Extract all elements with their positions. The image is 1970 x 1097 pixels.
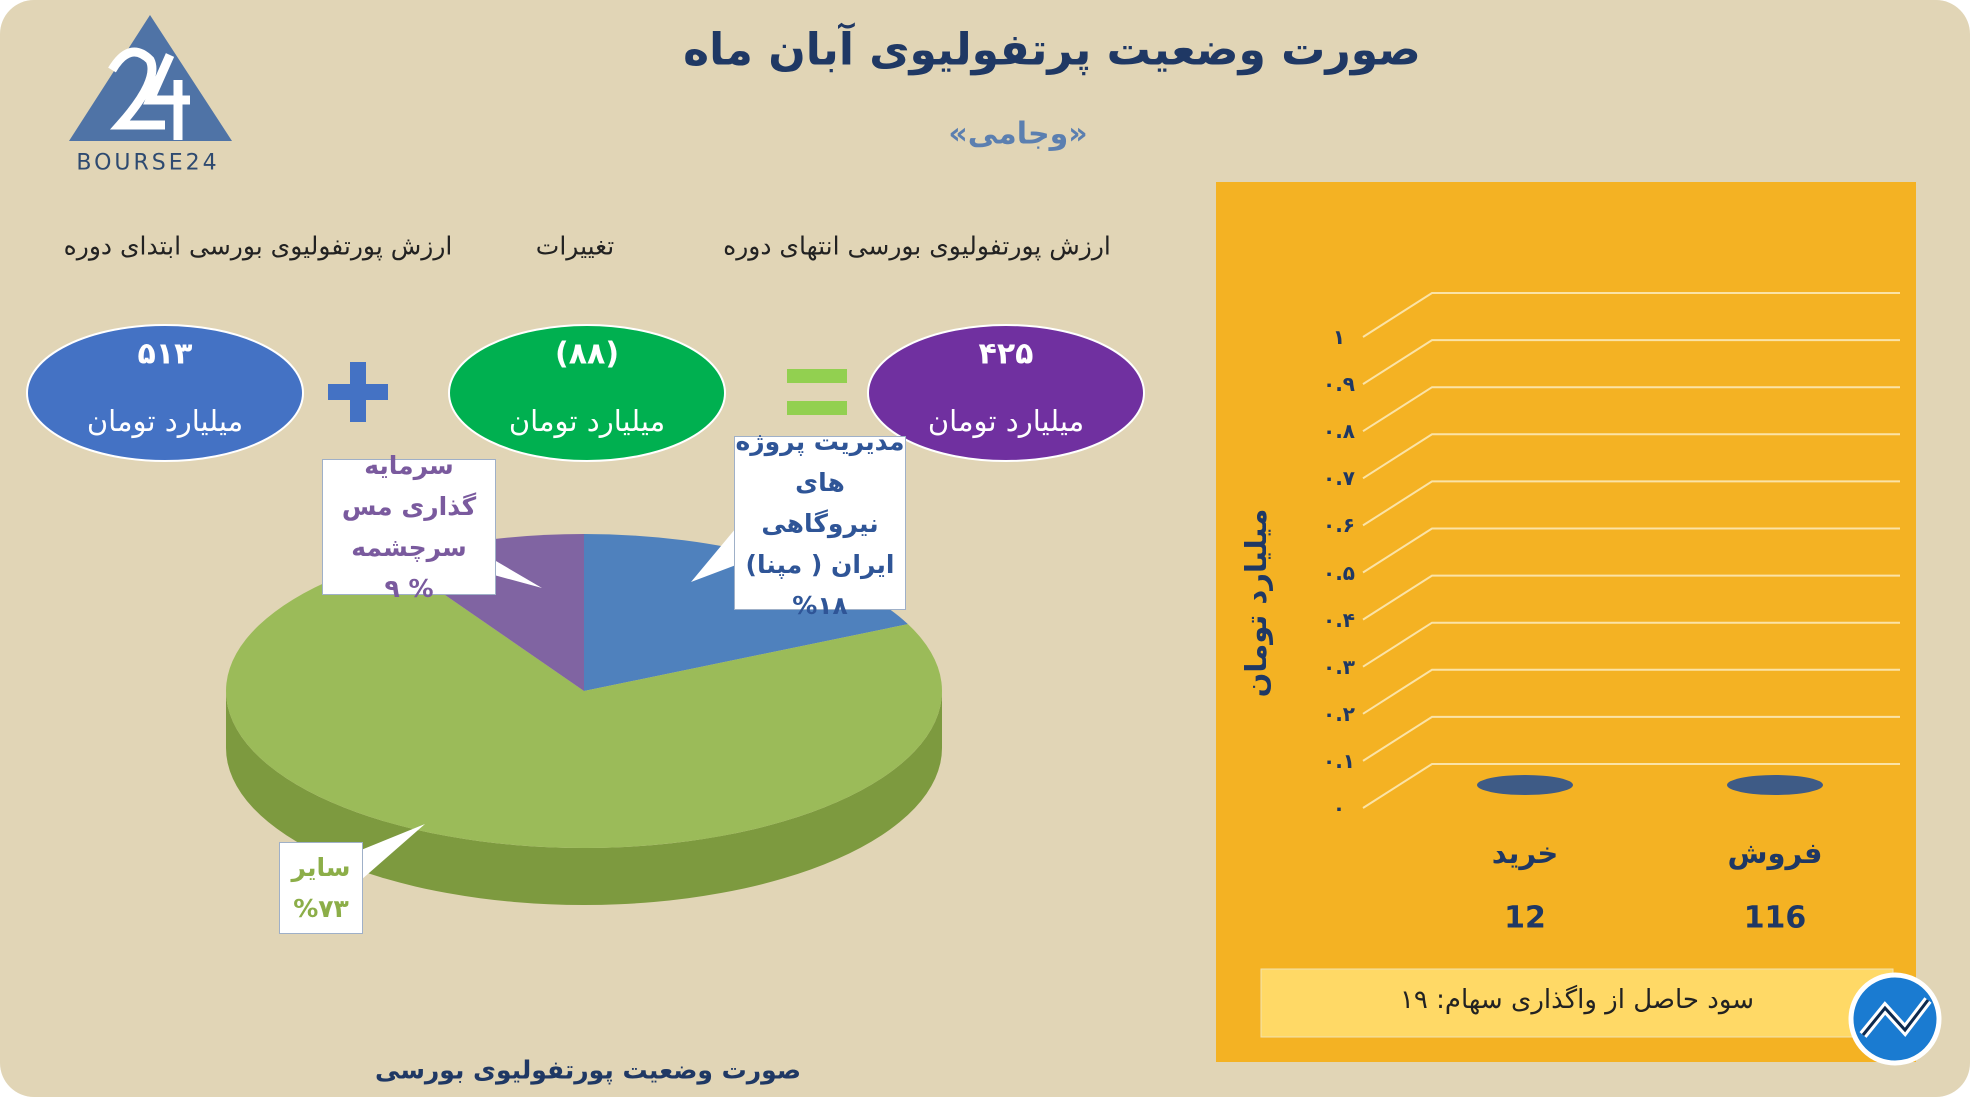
slice-label: سایر — [291, 853, 351, 882]
bar — [1477, 775, 1573, 795]
note: سود حاصل از واگذاری سهام: ۱۹ — [1399, 985, 1755, 1015]
callout-pointer — [361, 824, 425, 880]
slice-value-label: % ۹ — [384, 574, 434, 603]
item-label: تغییرات — [535, 231, 615, 261]
y-tick-label: ۰ — [1332, 796, 1346, 820]
grid-line — [1362, 339, 1900, 385]
value-ellipse — [448, 324, 726, 462]
item-label: ارزش پورتفولیوی بورسی انتهای دوره — [723, 231, 1111, 261]
grid-line — [1362, 292, 1900, 338]
brand-icon-arrow — [1861, 999, 1930, 1036]
y-tick-label: ۰.۸ — [1322, 419, 1356, 444]
slice-label: مدیریت پروژه های نیروگاهی ایران ( مپنا) — [735, 426, 905, 579]
category-count: 116 — [1743, 900, 1807, 936]
x-tick-label: فروش — [1727, 836, 1823, 870]
logo-text: BOURSE24 — [76, 150, 220, 176]
grid-line — [1362, 480, 1900, 527]
logo-glyph — [108, 47, 190, 140]
item-value: ۴۲۵ — [978, 336, 1034, 372]
y-axis-label: میلیارد تومان — [1239, 508, 1273, 698]
bar — [1727, 775, 1823, 795]
grid-line — [1362, 574, 1900, 621]
y-tick-label: ۰.۳ — [1322, 654, 1356, 679]
item-unit: میلیارد تومان — [86, 404, 244, 438]
category-count: 12 — [1504, 900, 1546, 936]
pie-title: صورت وضعیت پورتفولیوی بورسی — [375, 1055, 801, 1085]
y-tick-label: ۰.۲ — [1322, 701, 1356, 726]
equals-sign — [787, 369, 847, 383]
pie-slice — [584, 534, 908, 691]
plus-sign — [350, 362, 366, 422]
pie-side — [226, 691, 942, 905]
y-tick-label: ۰.۹ — [1322, 372, 1356, 397]
y-tick-label: ۱ — [1332, 325, 1346, 349]
equals-sign — [787, 401, 847, 415]
item-unit: میلیارد تومان — [927, 404, 1085, 438]
slice-value-label: %۷۳ — [293, 894, 349, 923]
value-ellipse — [26, 324, 304, 462]
item-label: ارزش پورتفولیوی بورسی ابتدای دوره — [63, 231, 453, 261]
note-box — [1260, 968, 1894, 1038]
item-unit: میلیارد تومان — [508, 404, 666, 438]
grid-line — [1362, 527, 1900, 574]
y-tick-label: ۰.۵ — [1322, 560, 1356, 585]
grid-line — [1362, 433, 1900, 480]
slice-callout: مدیریت پروژه های نیروگاهی ایران ( مپنا)%… — [734, 427, 906, 620]
slice-callout: سرمایه گذاری مس سرچشمه % ۹ — [322, 451, 496, 603]
title: صورت وضعیت پرتفولیوی آبان ماه — [683, 24, 1421, 76]
y-tick-label: ۰.۱ — [1322, 748, 1356, 773]
callout-pointer — [691, 528, 736, 582]
slice-callout: سایر %۷۳ — [279, 842, 363, 934]
item-value: ۵۱۳ — [137, 336, 193, 372]
grid-line — [1362, 668, 1900, 715]
grid-line — [1362, 763, 1900, 809]
pie-slice — [225, 558, 942, 848]
grid-line — [1362, 386, 1900, 433]
slice-value-label: %۱۸ — [792, 590, 848, 620]
value-ellipse — [867, 324, 1145, 462]
x-tick-label: خرید — [1491, 836, 1559, 870]
item-value: (۸۸) — [554, 336, 620, 372]
subtitle: «وجامی» — [948, 116, 1088, 152]
slice-label: سرمایه گذاری مس سرچشمه — [341, 451, 477, 562]
grid-line — [1362, 621, 1900, 668]
y-tick-label: ۰.۶ — [1322, 513, 1356, 538]
y-tick-label: ۰.۴ — [1322, 607, 1356, 632]
y-tick-label: ۰.۷ — [1322, 466, 1356, 491]
grid-line — [1362, 715, 1900, 762]
